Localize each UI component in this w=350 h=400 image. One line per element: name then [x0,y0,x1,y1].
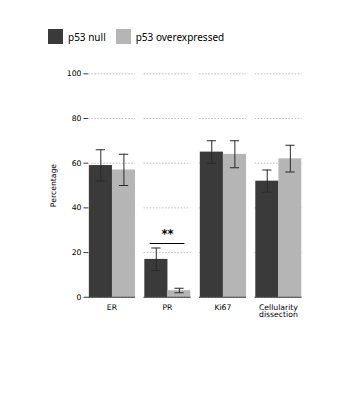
html-text:p53 overexpressed: p53 overexpressed [135,29,225,44]
svg-text:ER: ER [107,303,118,312]
svg-text:0: 0 [77,293,82,302]
svg-text:20: 20 [72,248,82,257]
svg-text:Cellularitydissection: Cellularitydissection [259,303,298,320]
svg-text:60: 60 [72,159,82,168]
svg-text:**: ** [161,227,173,241]
svg-text:100: 100 [67,69,82,78]
svg-text:Percentage: Percentage [49,164,58,208]
html-text:p53 null: p53 null [68,29,106,44]
svg-text:Ki67: Ki67 [214,303,231,312]
svg-text:80: 80 [72,114,82,123]
svg-text:40: 40 [72,203,82,212]
svg-text:PR: PR [162,303,173,312]
